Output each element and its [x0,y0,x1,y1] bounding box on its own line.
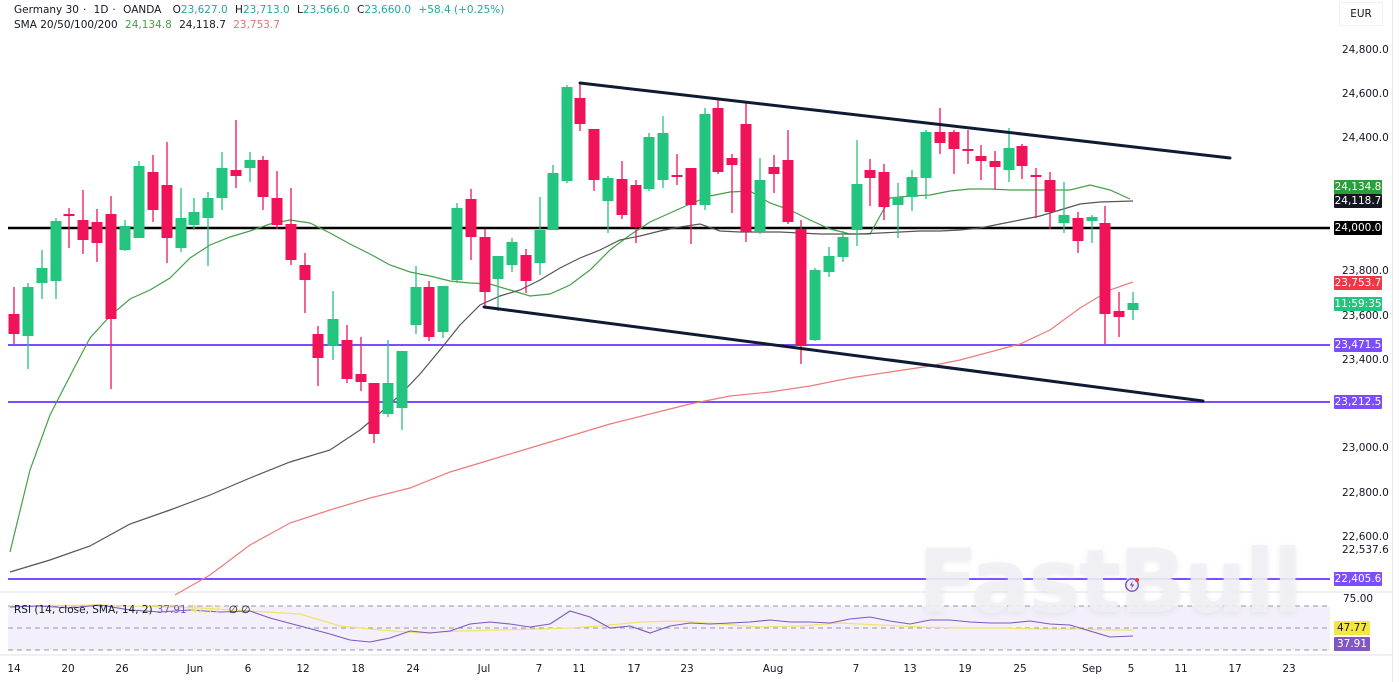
time-tick: 14 [7,663,21,675]
price-tick: 23,400.0 [1342,354,1389,366]
rsi-legend[interactable]: RSI (14, close, SMA, 14, 2) 37.91 47.77 ∅ ∅ [14,604,250,616]
open-value: 23,627.0 [180,4,228,16]
rsi-value: 37.91 [156,604,187,616]
time-tick: 12 [296,663,310,675]
time-tick: Sep [1082,663,1102,675]
rsi-tag: 47.77 [1334,621,1370,635]
alert-lightning-icon[interactable] [1124,577,1140,593]
close-value: 23,660.0 [364,4,412,16]
time-tick: 7 [852,663,860,675]
time-tick: 19 [958,663,972,675]
time-tick: 20 [61,663,75,675]
price-tick: 24,600.0 [1342,88,1389,100]
time-tick: 17 [627,663,641,675]
rsi-sma-value: 47.77 [190,604,221,616]
time-tick: 25 [1013,663,1027,675]
rsi-extra: ∅ ∅ [228,604,251,616]
time-tick: 24 [406,663,420,675]
moving-averages [9,184,1134,596]
time-tick: 17 [1228,663,1242,675]
rsi-label: RSI (14, close, SMA, 14, 2) [14,604,153,616]
rsi-tag: 37.91 [1334,637,1370,651]
price-tick: 23,000.0 [1342,442,1389,454]
channel-trendlines [482,81,1232,403]
price-tick: 22,800.0 [1342,487,1389,499]
currency-button[interactable]: EUR [1339,2,1383,26]
time-tick: Jun [186,663,204,675]
sma100-value: 23,753.7 [233,19,280,31]
time-tick: 26 [115,663,129,675]
timeframe[interactable]: 1D [93,4,109,16]
horizontal-levels [8,226,1330,580]
price-tag: 24,118.7 [1334,194,1382,208]
time-tick: 7 [535,663,543,675]
price-tick: 24,800.0 [1342,44,1389,56]
sma50-value: 24,118.7 [179,19,226,31]
price-tick: 23,600.0 [1342,310,1389,322]
sma20-value: 24,134.8 [125,19,172,31]
time-tick: 11 [572,663,586,675]
rsi-panel-background [0,591,1392,656]
symbol-legend: Germany 30 · 1D · OANDA O23,627.0 H23,713.… [14,4,505,16]
price-tag: 22,405.6 [1334,572,1382,586]
symbol-name[interactable]: Germany 30 [14,4,79,16]
time-tick: 11 [1174,663,1188,675]
rsi-lines [9,604,1134,643]
time-tick: 13 [903,663,917,675]
time-tick: 23 [680,663,694,675]
price-tag: 24,000.0 [1334,221,1382,235]
price-tag: 23,753.7 [1334,276,1382,290]
time-tick: 6 [244,663,252,675]
time-tick: 5 [1127,663,1135,675]
time-tick: Aug [762,663,784,675]
price-tick: 24,400.0 [1342,132,1389,144]
high-value: 23,713.0 [242,4,290,16]
rsi-axis-top: 75.00 [1343,593,1374,605]
price-tick: 22,537.6 [1342,544,1389,556]
broker: OANDA [123,4,162,16]
sma-label: SMA 20/50/100/200 [14,19,118,31]
price-tag: 23,212.5 [1334,395,1382,409]
price-tick: 22,600.0 [1342,531,1389,543]
low-value: 23,566.0 [302,4,350,16]
change-value: +58.4 (+0.25%) [418,4,505,16]
candlesticks [8,83,1139,443]
price-axis-border [1392,0,1393,682]
time-tick: 23 [1282,663,1296,675]
price-tag: 11:59:35 [1334,297,1382,311]
price-tag: 24,134.8 [1334,180,1382,194]
time-tick: 18 [351,663,365,675]
time-tick: Jul [477,663,491,675]
price-tag: 23,471.5 [1334,338,1382,352]
price-tick: 23,800.0 [1342,265,1389,277]
sma-legend[interactable]: SMA 20/50/100/200 24,134.8 24,118.7 23,7… [14,19,284,31]
